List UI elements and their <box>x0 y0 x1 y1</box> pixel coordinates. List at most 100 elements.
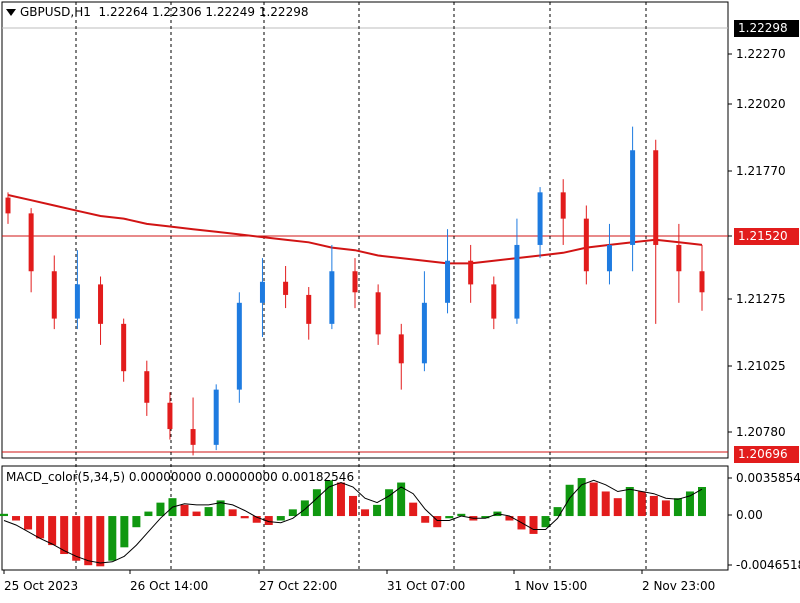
ma-price-tag: 1.21520 <box>734 228 799 245</box>
macd-bar <box>324 480 333 517</box>
macd-bar <box>240 516 249 519</box>
time-tick-label: 26 Oct 14:00 <box>130 579 208 593</box>
macd-bar <box>48 516 57 546</box>
candle-up <box>630 150 636 245</box>
macd-bar <box>216 500 225 517</box>
symbol-header: GBPUSD,H1 1.22264 1.22306 1.22249 1.2229… <box>6 5 308 19</box>
candle-up <box>213 389 219 445</box>
macd-bar <box>0 513 8 517</box>
macd-bar <box>72 516 81 561</box>
macd-bar <box>300 500 309 517</box>
macd-bar <box>481 516 490 519</box>
time-tick-label: 31 Oct 07:00 <box>387 579 465 593</box>
macd-bar <box>204 507 213 517</box>
price-tick-label: 1.22270 <box>736 47 786 61</box>
moving-average-line <box>7 194 703 265</box>
candle-down <box>560 192 566 219</box>
candle-up <box>236 302 242 390</box>
macd-bar <box>144 511 153 517</box>
price-tick-label: 1.21770 <box>736 164 786 178</box>
candle-down <box>398 334 404 364</box>
candle-down <box>468 260 474 285</box>
macd-bar <box>397 482 406 517</box>
indicator-pane-border <box>1 465 729 571</box>
candle-down <box>583 218 589 272</box>
indicator-tick-label: 0.00 <box>736 508 763 522</box>
candle-up <box>329 271 335 324</box>
macd-bar <box>288 509 297 517</box>
macd-bar <box>613 498 622 517</box>
macd-bar <box>409 502 418 517</box>
macd-bar <box>312 489 321 517</box>
macd-bar <box>625 487 634 517</box>
macd-bar <box>12 516 21 521</box>
candle-up <box>606 244 612 272</box>
time-tick-label: 1 Nov 15:00 <box>514 579 587 593</box>
macd-bar <box>553 507 562 517</box>
candle-up <box>537 192 543 245</box>
candle-down <box>190 429 196 445</box>
macd-bar <box>698 487 706 517</box>
current-price-tag: 1.22298 <box>734 20 799 37</box>
macd-bar <box>96 516 105 567</box>
candle-down <box>144 371 150 403</box>
macd-bar <box>649 495 658 517</box>
macd-bar <box>421 516 430 523</box>
macd-bar <box>276 516 285 521</box>
macd-bar <box>529 516 538 534</box>
macd-bar <box>541 516 550 528</box>
candle-up <box>421 302 427 364</box>
macd-bar <box>264 516 273 525</box>
candle-down <box>121 323 127 372</box>
price-tick-label: 1.20780 <box>736 425 786 439</box>
macd-bar <box>661 500 670 517</box>
macd-bar <box>156 502 165 517</box>
macd-bar <box>108 516 117 561</box>
price-tick-label: 1.21025 <box>736 359 786 373</box>
macd-bar <box>252 516 261 523</box>
macd-bar <box>36 516 45 539</box>
candle-down <box>167 402 173 430</box>
macd-bar <box>373 504 382 517</box>
macd-bar <box>673 498 682 517</box>
low-price-tag: 1.20696 <box>734 446 799 463</box>
candle-down <box>51 271 57 319</box>
macd-bar <box>180 504 189 517</box>
candle-up <box>445 260 451 303</box>
macd-bar <box>565 484 574 517</box>
collapse-triangle-icon[interactable] <box>6 9 16 16</box>
macd-bar <box>457 513 466 517</box>
indicator-tick-label: 0.0035854 <box>736 471 800 485</box>
price-tick-label: 1.22020 <box>736 97 786 111</box>
candle-down <box>676 244 682 272</box>
macd-bar <box>433 516 442 528</box>
macd-bar <box>361 509 370 517</box>
symbol-label: GBPUSD,H1 <box>20 5 91 19</box>
macd-bar <box>132 516 141 528</box>
candle-down <box>5 197 11 214</box>
candle-down <box>653 150 659 245</box>
candle-down <box>352 271 358 293</box>
candle-up <box>74 284 80 319</box>
macd-bar <box>589 482 598 517</box>
candle-down <box>98 284 104 324</box>
macd-bar <box>685 491 694 517</box>
candle-up <box>514 244 520 319</box>
candle-up <box>259 281 265 303</box>
macd-signal-line <box>3 479 703 564</box>
indicator-label: MACD_color(5,34,5) 0.00000000 0.00000000… <box>6 470 355 484</box>
macd-bar <box>577 478 586 517</box>
macd-bar <box>84 516 93 566</box>
macd-bar <box>228 509 237 517</box>
time-tick-label: 27 Oct 22:00 <box>259 579 337 593</box>
candle-down <box>28 213 34 272</box>
macd-bar <box>445 516 454 519</box>
indicator-tick-label: -0.0046518 <box>736 558 800 572</box>
time-tick-label: 25 Oct 2023 <box>4 579 78 593</box>
candle-down <box>375 292 381 335</box>
macd-bar <box>60 516 69 555</box>
ohlc-values: 1.22264 1.22306 1.22249 1.22298 <box>98 5 309 19</box>
macd-bar <box>349 495 357 517</box>
